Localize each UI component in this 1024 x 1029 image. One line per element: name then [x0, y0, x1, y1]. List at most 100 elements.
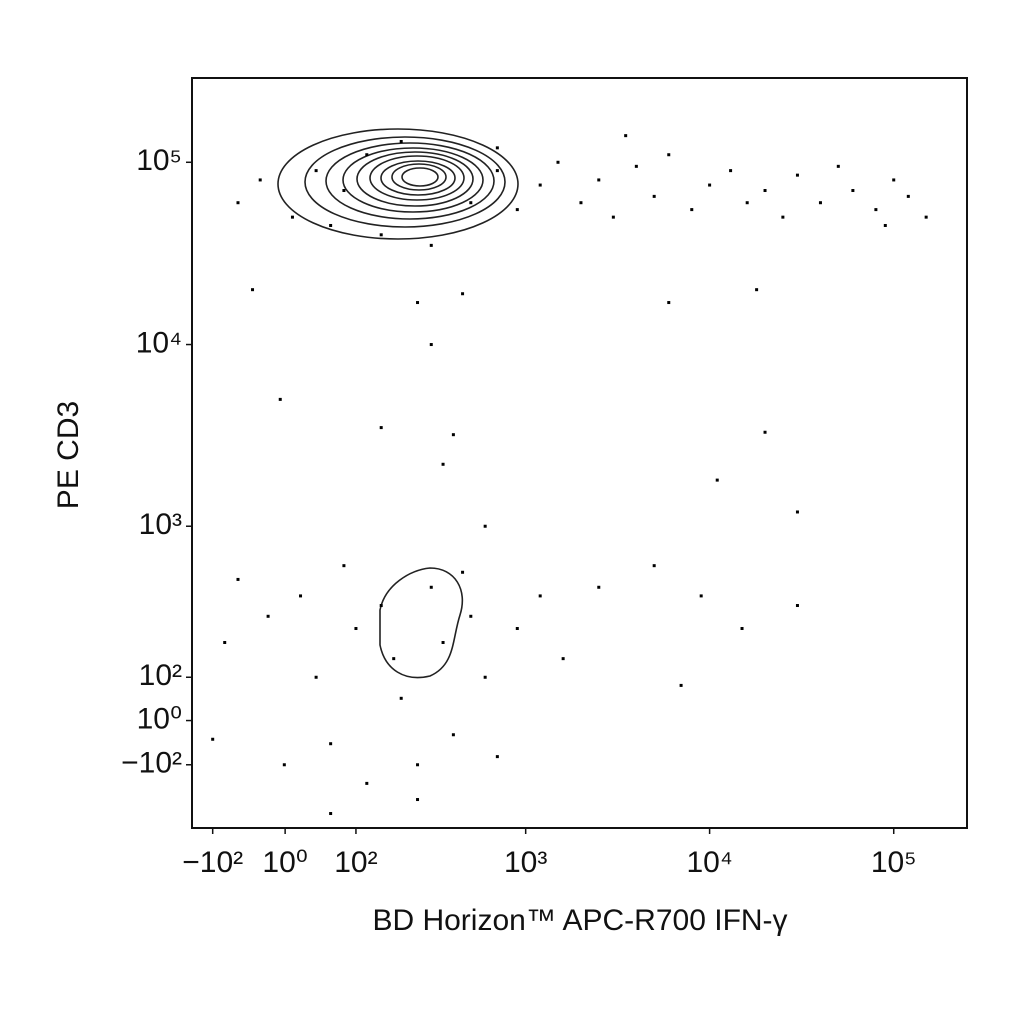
point — [763, 430, 767, 434]
point — [611, 215, 615, 219]
point — [354, 627, 358, 631]
contour — [401, 167, 439, 187]
point — [342, 189, 346, 193]
point — [379, 604, 383, 608]
point — [329, 742, 333, 746]
x-tick-label: −10² — [182, 846, 243, 879]
contour — [342, 147, 484, 213]
point — [715, 478, 719, 482]
point — [299, 594, 303, 598]
point — [781, 215, 785, 219]
point — [461, 292, 465, 296]
point — [652, 194, 656, 198]
point — [667, 301, 671, 305]
point — [495, 169, 499, 173]
point — [469, 614, 473, 618]
point — [924, 215, 928, 219]
point — [251, 288, 255, 292]
point — [416, 798, 420, 802]
point — [379, 426, 383, 430]
point — [451, 733, 455, 737]
point — [763, 189, 767, 193]
point — [429, 343, 433, 347]
point — [365, 781, 369, 785]
point — [652, 564, 656, 568]
point — [515, 208, 519, 212]
point — [597, 585, 601, 589]
marks — [211, 134, 928, 816]
contours — [277, 128, 519, 679]
point — [708, 183, 712, 187]
point — [495, 146, 499, 150]
point — [416, 301, 420, 305]
point — [365, 153, 369, 157]
point — [556, 160, 560, 164]
point — [836, 164, 840, 168]
y-tick-label: 10⁵ — [136, 144, 182, 177]
point — [451, 433, 455, 437]
point — [597, 178, 601, 182]
point — [561, 657, 565, 661]
point — [883, 223, 887, 227]
point — [236, 201, 240, 205]
point — [483, 675, 487, 679]
point — [282, 763, 286, 767]
point — [278, 397, 282, 401]
point — [906, 194, 910, 198]
point — [223, 640, 227, 644]
point — [667, 153, 671, 157]
point — [441, 462, 445, 466]
point — [314, 169, 318, 173]
point — [258, 178, 262, 182]
point — [236, 577, 240, 581]
point — [483, 524, 487, 528]
point — [392, 657, 396, 661]
x-tick-label: 10⁵ — [871, 846, 917, 879]
contour — [356, 151, 474, 207]
x-tick-label: 10³ — [504, 846, 547, 879]
y-tick-label: 10⁰ — [137, 702, 182, 735]
point — [679, 683, 683, 687]
point — [266, 614, 270, 618]
contour — [391, 163, 447, 191]
y-tick-label: −10² — [121, 747, 182, 780]
point — [851, 189, 855, 193]
point — [290, 215, 294, 219]
point — [416, 763, 420, 767]
y-tick-label: 10² — [139, 659, 182, 692]
point — [634, 164, 638, 168]
point — [795, 604, 799, 608]
point — [892, 178, 896, 182]
point — [624, 134, 628, 138]
contour — [277, 128, 519, 240]
point — [379, 233, 383, 237]
x-tick-label: 10⁰ — [262, 846, 307, 879]
point — [538, 183, 542, 187]
point — [461, 570, 465, 574]
x-tick-label: 10² — [334, 846, 377, 879]
contour — [380, 160, 456, 196]
x-tick-label: 10⁴ — [686, 846, 732, 879]
point — [211, 737, 215, 741]
point — [729, 169, 733, 173]
contour — [325, 142, 495, 220]
y-tick-label: 10⁴ — [136, 326, 182, 359]
y-axis-label: PE CD3 — [52, 401, 85, 509]
contour — [379, 567, 464, 679]
point — [342, 564, 346, 568]
point — [495, 755, 499, 759]
y-tick-label: 10³ — [139, 508, 182, 541]
point — [795, 510, 799, 514]
point — [441, 640, 445, 644]
point — [818, 201, 822, 205]
point — [874, 208, 878, 212]
point — [314, 675, 318, 679]
point — [429, 585, 433, 589]
point — [515, 627, 519, 631]
point — [399, 696, 403, 700]
point — [399, 140, 403, 144]
point — [699, 594, 703, 598]
point — [795, 173, 799, 177]
point — [469, 201, 473, 205]
point — [329, 812, 333, 816]
